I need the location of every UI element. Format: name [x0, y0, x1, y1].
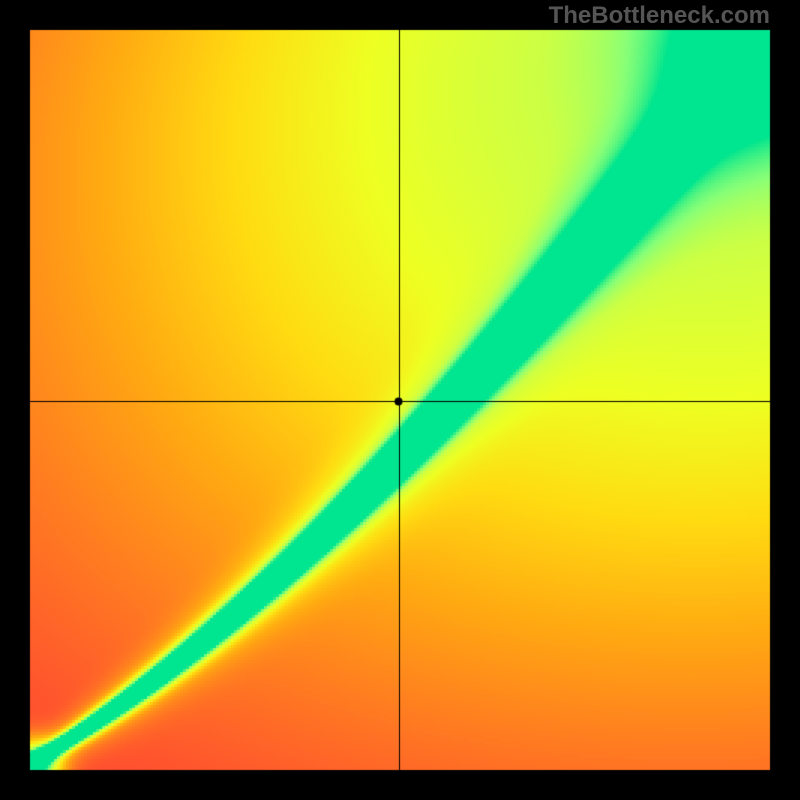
- watermark-text: TheBottleneck.com: [549, 2, 770, 30]
- bottleneck-heatmap: [0, 0, 800, 800]
- chart-container: TheBottleneck.com: [0, 0, 800, 800]
